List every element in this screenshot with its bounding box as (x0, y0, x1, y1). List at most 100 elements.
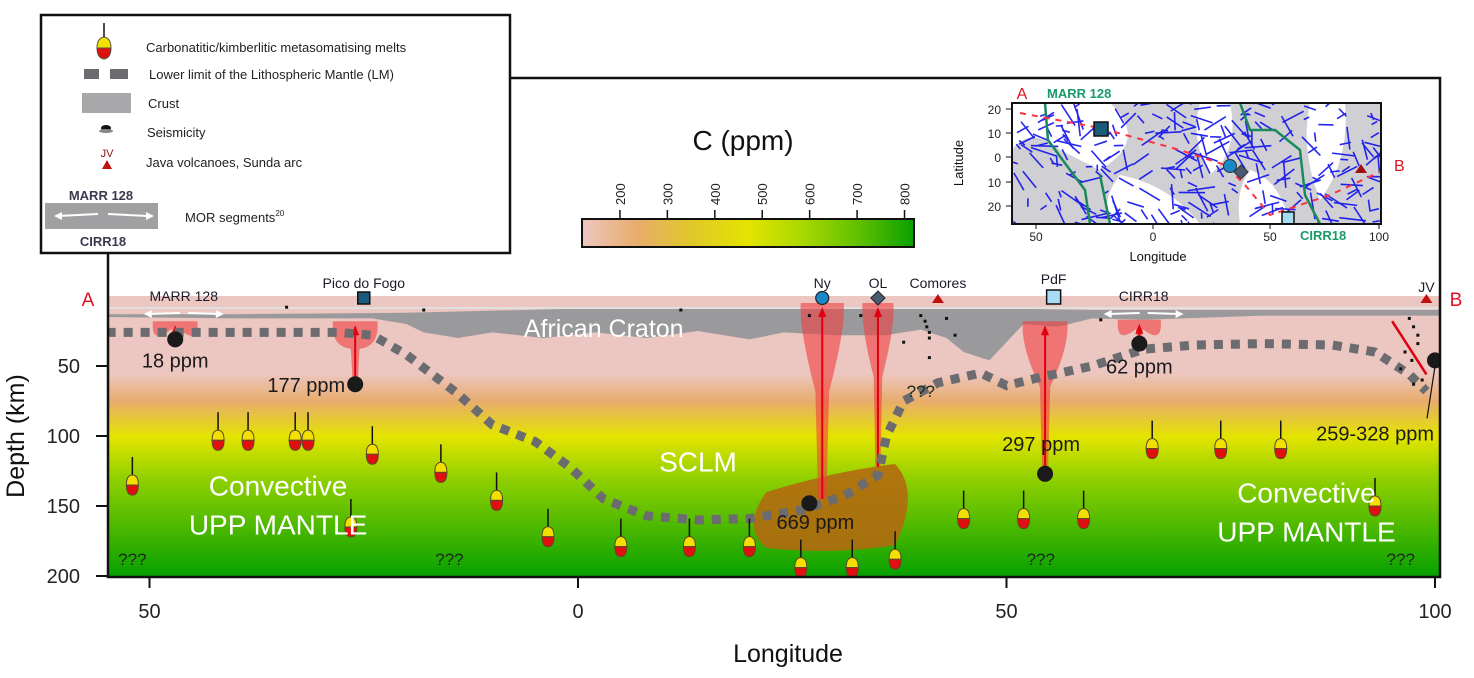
sample-label: 259-328 ppm (1316, 423, 1434, 445)
surface-feature: Pico do Fogo (323, 275, 405, 305)
seismic-event (925, 325, 929, 329)
melt-top (125, 474, 139, 486)
inset-ol-marker (1233, 164, 1249, 180)
mor-arrow (1107, 312, 1140, 315)
mor-arrowhead (1103, 310, 1112, 318)
inset-fault (1254, 121, 1263, 130)
melt-bottom (125, 484, 139, 496)
inset-fault (1140, 209, 1149, 220)
melt-top (1274, 438, 1288, 450)
colorbar-tick-label: 200 (613, 183, 628, 205)
melt-bottom (957, 518, 971, 530)
x-axis-label: Longitude (733, 640, 843, 668)
inset-fault (1170, 103, 1186, 112)
inset-fault (1113, 163, 1134, 175)
melt-top (682, 536, 696, 548)
inset-fault (1195, 118, 1201, 131)
inset-fault (1370, 131, 1380, 139)
surface-feature: JV (1418, 279, 1435, 303)
surface-feature-label: JV (1418, 279, 1435, 295)
inset-fault (1223, 193, 1230, 216)
colorbar: C (ppm) 200 300 400 500 600 700 800 (581, 125, 915, 248)
plume-arrowhead (873, 307, 882, 317)
inset-x-tick-label: 100 (1369, 230, 1389, 244)
inset-label-b: B (1394, 158, 1405, 175)
inset-fault (1228, 182, 1237, 187)
inset-fault (1371, 120, 1378, 126)
inset-fault (1170, 184, 1175, 210)
seismic-event (923, 319, 927, 323)
melt-drop (1077, 490, 1091, 530)
inset-fault (1103, 155, 1111, 163)
inset-fault (1347, 188, 1359, 195)
inset-fault (1118, 177, 1134, 187)
seismic-event (945, 316, 949, 320)
y-axis-label: Depth (km) (2, 374, 30, 498)
surface-feature: Comores (910, 275, 966, 303)
region-labels-layer: African Craton SCLM Convective UPP MANTLE Co… (189, 315, 1396, 547)
section-end-b: B (1450, 290, 1463, 311)
inset-fault (1158, 125, 1171, 138)
sample-point (347, 376, 364, 393)
seismic-event (927, 336, 931, 340)
melt-top (614, 536, 628, 548)
inset-fault (1338, 108, 1347, 117)
mor-segment: CIRR18 (1103, 288, 1184, 318)
inset-fault (1303, 116, 1310, 121)
melt-top (541, 526, 555, 538)
inset-y-tick-label: 20 (988, 103, 1002, 117)
melt-drop (794, 539, 808, 576)
inset-fault (1296, 191, 1304, 200)
y-tick-label: 50 (58, 356, 80, 378)
inset-fault (1173, 147, 1198, 162)
inset-fault (1170, 209, 1181, 216)
mor-arrows-icon (45, 203, 158, 229)
region-label: UPP MANTLE (189, 510, 367, 541)
inset-x-tick-label: 50 (1263, 230, 1277, 244)
seismic-event (422, 308, 426, 312)
inset-fault (1346, 126, 1351, 150)
inset-fault (1269, 194, 1287, 203)
legend-item-melts: Carbonatitic/kimberlitic metasomatising … (96, 23, 407, 60)
legend-item-seismicity: Seismicity (99, 125, 206, 140)
inset-fault (1352, 151, 1360, 167)
melt-drop (344, 499, 358, 538)
melt-bottom (211, 439, 225, 451)
melt-drop (125, 457, 139, 496)
mor-bottom-label: CIRR18 (80, 234, 126, 249)
inset-fault (1271, 203, 1274, 215)
y-tick-label: 100 (47, 426, 80, 448)
melt-drop (541, 508, 555, 548)
seismic-event (1403, 350, 1407, 354)
colorbar-title: C (ppm) (692, 125, 793, 156)
seismic-event (1416, 342, 1420, 346)
inset-fault (1301, 136, 1321, 157)
inset-fault (1060, 124, 1074, 149)
crust-swatch-icon (82, 93, 131, 113)
legend: Carbonatitic/kimberlitic metasomatising … (39, 13, 512, 255)
sample-label: 62 ppm (1106, 357, 1173, 379)
inset-fault (1058, 190, 1062, 198)
region-label: African Craton (524, 315, 684, 343)
inset-frame (1011, 102, 1382, 225)
melt-bottom (682, 546, 696, 558)
carbon-samples-layer: 18 ppm 177 ppm 669 ppm 297 ppm 62 ppm 259-328… (142, 331, 1439, 534)
unknown-label: ??? (907, 382, 935, 401)
inset-fault (1282, 110, 1305, 124)
surface-feature: OL (869, 275, 887, 306)
inset-ny-marker (1223, 159, 1237, 173)
ol-marker (870, 290, 886, 306)
melt-drop (211, 412, 225, 451)
inset-fault (1350, 177, 1363, 198)
melt-drop (288, 412, 302, 451)
inset-fault (1364, 141, 1381, 148)
seismic-event (859, 314, 863, 318)
region-label: Convective (1237, 477, 1376, 508)
inset-fault (1181, 126, 1197, 132)
colorbar-tick-label: 300 (660, 183, 675, 205)
inset-fault (1220, 124, 1227, 138)
x-tick-label: 100 (1418, 601, 1451, 623)
inset-fault (1257, 103, 1271, 109)
sample-leader-line (1426, 366, 1436, 419)
